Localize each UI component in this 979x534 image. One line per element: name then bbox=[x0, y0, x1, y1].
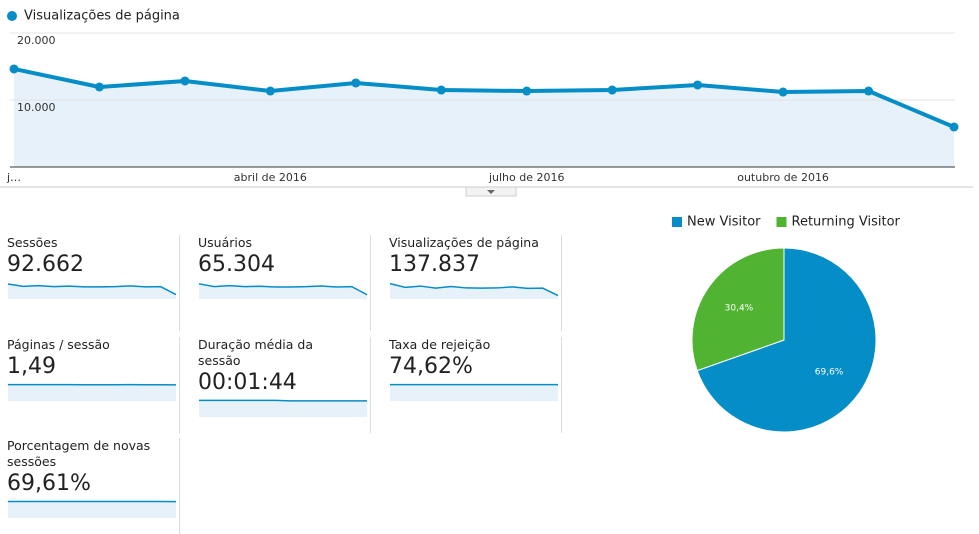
metric-tile[interactable]: Duração média da sessão 00:01:44 bbox=[198, 337, 371, 433]
sparkline bbox=[7, 283, 177, 299]
metric-value: 1,49 bbox=[7, 354, 56, 379]
sparkline-line bbox=[198, 283, 368, 296]
point bbox=[180, 76, 190, 86]
point bbox=[436, 85, 446, 95]
legend-marker bbox=[7, 11, 17, 21]
metric-tile[interactable]: Páginas / sessão 1,49 bbox=[7, 337, 180, 433]
point bbox=[351, 78, 361, 88]
y-tick-label: 20.000 bbox=[17, 34, 56, 47]
metric-label: Usuários bbox=[198, 235, 253, 250]
sparkline bbox=[199, 399, 367, 417]
pie-slice bbox=[696, 247, 877, 433]
sparkline-area bbox=[199, 283, 367, 299]
sparkline-area bbox=[8, 501, 176, 518]
line bbox=[13, 67, 955, 129]
metric-label: Sessões bbox=[7, 235, 58, 250]
point bbox=[693, 80, 703, 90]
sparkline bbox=[389, 282, 559, 299]
metric-label: Taxa de rejeição bbox=[389, 337, 491, 352]
metric-value: 92.662 bbox=[7, 252, 84, 277]
y-tick-label: 10.000 bbox=[17, 101, 56, 114]
metric-tile[interactable]: Usuários 65.304 bbox=[198, 235, 371, 331]
sparkline bbox=[8, 383, 177, 401]
point bbox=[949, 122, 959, 132]
metric-label: Visualizações de página bbox=[389, 235, 539, 250]
point bbox=[607, 85, 617, 95]
point bbox=[778, 87, 788, 97]
x-tick-label: outubro de 2016 bbox=[737, 171, 829, 184]
metric-label: Páginas / sessão bbox=[7, 337, 110, 352]
legend-label: Visualizações de página bbox=[24, 9, 180, 24]
metric-label: Porcentagem de novas sessões bbox=[7, 438, 151, 469]
sparkline-line bbox=[7, 283, 177, 296]
metric-tile[interactable]: Porcentagem de novas sessões 69,61% bbox=[7, 438, 180, 534]
metric-value: 65.304 bbox=[198, 252, 275, 277]
x-tick-label: abril de 2016 bbox=[234, 171, 307, 184]
collapse-arrow bbox=[487, 190, 495, 194]
metric-tile[interactable]: Visualizações de página 137.837 bbox=[389, 235, 562, 331]
legend-label: New Visitor bbox=[687, 215, 761, 230]
sparkline-area bbox=[390, 384, 558, 401]
x-tick-label: julho de 2016 bbox=[488, 171, 565, 184]
point bbox=[94, 82, 104, 92]
pie-slice bbox=[691, 247, 785, 372]
sparkline-area bbox=[8, 384, 176, 401]
metric-tile[interactable]: Sessões 92.662 bbox=[7, 235, 180, 331]
metric-label: Duração média da sessão bbox=[198, 337, 314, 368]
metric-value: 137.837 bbox=[389, 252, 480, 277]
sparkline bbox=[7, 500, 177, 518]
metric-tile[interactable]: Taxa de rejeição 74,62% bbox=[389, 337, 562, 433]
area bbox=[14, 68, 954, 167]
sparkline bbox=[390, 383, 558, 401]
sparkline-area bbox=[199, 400, 367, 417]
legend-label: Returning Visitor bbox=[792, 215, 901, 230]
metric-value: 74,62% bbox=[389, 354, 473, 379]
point bbox=[9, 64, 19, 74]
slice-label: 30,4% bbox=[725, 304, 754, 314]
legend-swatch bbox=[672, 217, 682, 227]
x-tick-label: j… bbox=[6, 171, 21, 184]
sparkline-area bbox=[8, 283, 176, 299]
sparkline bbox=[198, 283, 368, 299]
slice-label: 69,6% bbox=[815, 367, 844, 377]
legend-swatch bbox=[776, 217, 787, 227]
metric-value: 00:01:44 bbox=[198, 370, 297, 395]
point bbox=[265, 86, 275, 96]
metric-value: 69,61% bbox=[7, 471, 91, 496]
point bbox=[522, 86, 532, 96]
sparkline-line bbox=[389, 282, 559, 297]
point bbox=[864, 86, 874, 96]
